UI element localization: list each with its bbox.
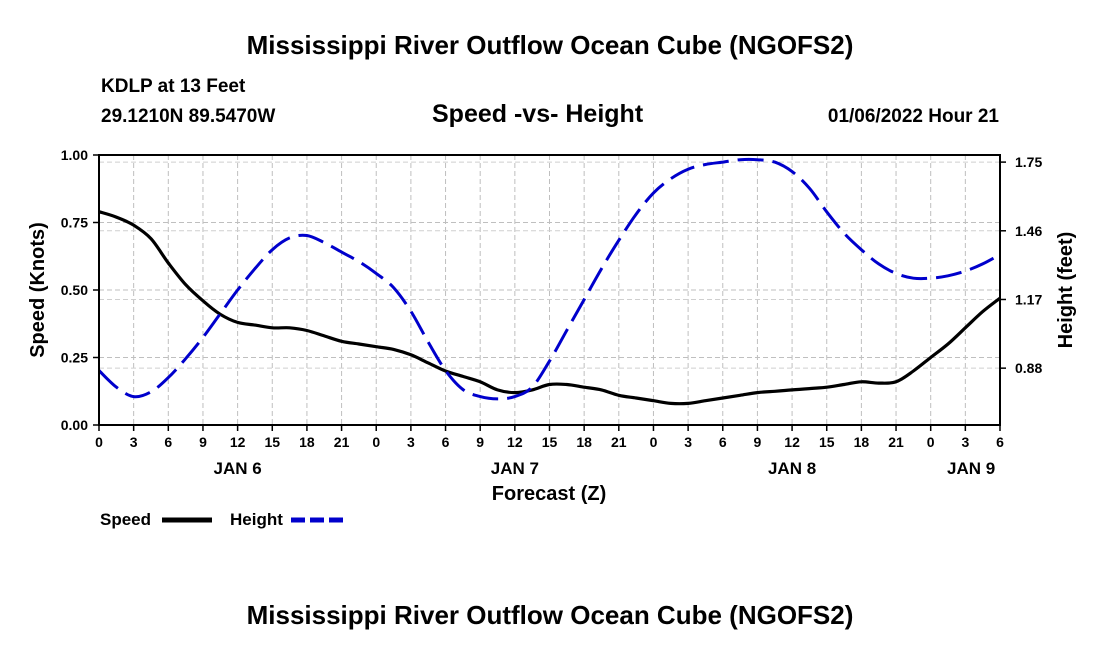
x-tick-label: 6	[996, 434, 1004, 450]
x-tick-label: 9	[754, 434, 762, 450]
y-tick-label: 0.25	[61, 350, 88, 366]
legend-label-speed: Speed	[100, 510, 151, 529]
x-axis-title: Forecast (Z)	[492, 483, 606, 505]
x-tick-label: 3	[407, 434, 415, 450]
y2-tick-label: 1.75	[1015, 154, 1042, 170]
y-tick-label: 0.50	[61, 282, 88, 298]
y-tick-label: 0.00	[61, 417, 88, 433]
x-tick-label: 21	[334, 434, 350, 450]
y2-tick-label: 1.46	[1015, 223, 1042, 239]
y-axis-title: Speed (Knots)	[27, 222, 49, 358]
series-line-height	[97, 157, 1001, 401]
x-tick-label: 18	[299, 434, 315, 450]
chart-legend: Speed Height	[100, 510, 343, 529]
x-tick-label: 15	[264, 434, 280, 450]
chart-subtitle: Speed -vs- Height	[432, 100, 644, 128]
x-tick-label: 21	[611, 434, 627, 450]
y2-tick-label: 0.88	[1015, 360, 1042, 376]
x-tick-label: 12	[230, 434, 246, 450]
forecast-datetime: 01/06/2022 Hour 21	[827, 106, 999, 127]
day-label: JAN 9	[947, 459, 995, 478]
x-tick-label: 18	[576, 434, 592, 450]
day-label: JAN 7	[491, 459, 539, 478]
x-tick-label: 12	[507, 434, 523, 450]
series-layer	[97, 157, 1001, 406]
y2-axis-title: Height (feet)	[1055, 232, 1077, 349]
chart-main-title: Mississippi River Outflow Ocean Cube (NG…	[246, 30, 854, 60]
x-tick-label: 6	[719, 434, 727, 450]
station-label: KDLP at 13 Feet	[101, 76, 246, 97]
series-line-speed	[98, 210, 1001, 406]
x-tick-label: 12	[784, 434, 800, 450]
x-tick-label: 21	[888, 434, 904, 450]
x-tick-label: 9	[199, 434, 207, 450]
x-tick-label: 18	[854, 434, 870, 450]
speed-height-chart: 0 3 6 9 12 15 18 21 0 3 6 9 12 15 18 21 0 3 6 9 12 15 18 21 0 3 6 0…	[27, 147, 1077, 529]
grid-layer	[99, 155, 1000, 425]
station-coordinates: 29.1210N 89.5470W	[101, 106, 276, 127]
day-label: JAN 8	[768, 459, 816, 478]
y2-tick-label: 1.17	[1015, 291, 1042, 307]
x-tick-label: 0	[372, 434, 380, 450]
x-tick-label: 15	[542, 434, 558, 450]
legend-label-height: Height	[230, 510, 283, 529]
tick-layer: 0 3 6 9 12 15 18 21 0 3 6 9 12 15 18 21 0 3 6 9 12 15 18 21 0 3 6 0…	[61, 147, 1043, 478]
x-tick-label: 15	[819, 434, 835, 450]
y-tick-label: 0.75	[61, 215, 88, 231]
x-tick-label: 0	[95, 434, 103, 450]
x-tick-label: 3	[961, 434, 969, 450]
x-tick-label: 3	[130, 434, 138, 450]
x-tick-label: 0	[927, 434, 935, 450]
day-label: JAN 6	[214, 459, 262, 478]
x-tick-label: 6	[164, 434, 172, 450]
x-tick-label: 9	[476, 434, 484, 450]
x-tick-label: 0	[650, 434, 658, 450]
x-tick-label: 3	[684, 434, 692, 450]
repeated-chart-title: Mississippi River Outflow Ocean Cube (NG…	[246, 600, 854, 630]
x-tick-label: 6	[442, 434, 450, 450]
y-tick-label: 1.00	[61, 147, 88, 163]
